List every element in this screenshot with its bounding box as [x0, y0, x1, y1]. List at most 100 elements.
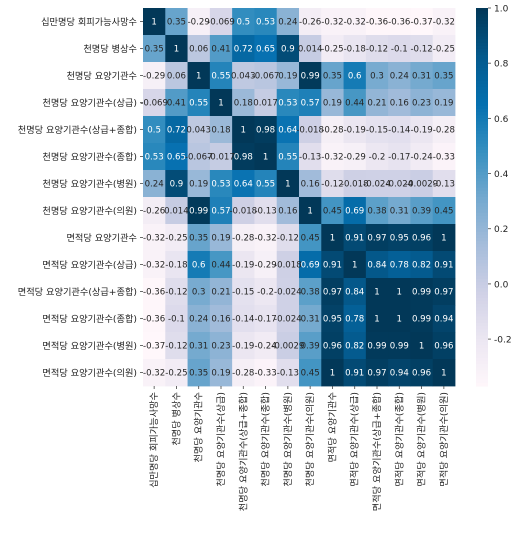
colorbar-segment — [476, 237, 488, 242]
colorbar-segment — [476, 93, 488, 97]
colorbar-segment — [476, 297, 488, 302]
heatmap-cell — [365, 224, 389, 252]
colorbar-tick-label: 0.6 — [494, 115, 509, 125]
colorbar-segment — [476, 282, 488, 286]
heatmap-cell-label: 0.99 — [412, 288, 431, 298]
heatmap-cell — [143, 143, 166, 171]
heatmap-cell-label: -0.19 — [232, 342, 254, 352]
x-tick-label: 천명당 요양기관수(상급) — [216, 392, 227, 487]
heatmap-cell — [410, 278, 434, 306]
heatmap-cell — [343, 332, 367, 360]
x-tick-label: 면적당 요양기관수(상급) — [349, 392, 361, 487]
heatmap-cell-label: 1 — [307, 207, 312, 217]
heatmap-cell — [388, 224, 411, 252]
heatmap-cell-label: 0.99 — [390, 342, 409, 352]
heatmap-cell — [232, 359, 255, 387]
colorbar-segment — [476, 357, 488, 362]
heatmap-cell — [143, 359, 166, 387]
colorbar-segment — [476, 288, 488, 292]
colorbar-segment — [476, 26, 488, 31]
y-tick-label: 천명당 병상수 — [83, 44, 137, 55]
colorbar-segment — [476, 146, 488, 151]
heatmap-cell — [410, 143, 434, 171]
heatmap-cell-label: 0.24 — [278, 18, 297, 28]
heatmap-cell — [321, 305, 344, 333]
colorbar-segment — [476, 61, 488, 66]
heatmap-cell — [143, 251, 166, 279]
heatmap-cell — [321, 116, 344, 144]
colorbar-segment — [476, 45, 488, 50]
heatmap-cell-label: -0.32 — [143, 369, 165, 379]
heatmap-cell — [209, 359, 233, 387]
heatmap-cell-label: -0.28 — [232, 369, 254, 379]
colorbar-tick-label: 0.2 — [494, 225, 508, 235]
heatmap-cell-label: -0.32 — [254, 234, 276, 244]
heatmap-cell-label: 1 — [241, 126, 246, 136]
colorbar-segment — [476, 39, 488, 44]
colorbar-segment — [476, 14, 488, 18]
heatmap-cell-label: -0.36 — [366, 18, 388, 28]
heatmap-cell — [276, 305, 300, 333]
heatmap-cell-label: 0.78 — [345, 315, 364, 325]
colorbar-segment — [476, 244, 488, 248]
heatmap-cell-label: 0.31 — [390, 207, 409, 217]
heatmap-cell — [343, 251, 367, 279]
colorbar-segment — [476, 341, 488, 346]
heatmap-cell-label: -0.024 — [274, 315, 302, 325]
colorbar-segment — [476, 241, 488, 245]
heatmap-cell-label: -0.069 — [207, 18, 235, 28]
heatmap-cell-label: 0.6 — [348, 72, 362, 82]
heatmap-cell-label: 0.16 — [211, 315, 230, 325]
heatmap-cell-label: 0.45 — [434, 207, 453, 217]
heatmap-cell-label: 0.16 — [301, 180, 320, 190]
heatmap-cell-label: 0.24 — [390, 72, 409, 82]
heatmap-cell-label: -0.14 — [388, 126, 410, 136]
y-tick-label: 면적당 요양기관수 — [66, 232, 137, 244]
heatmap-cell — [276, 170, 300, 198]
heatmap-cell — [343, 197, 367, 225]
colorbar-segment — [476, 351, 488, 355]
heatmap-cell — [209, 116, 233, 144]
heatmap-cell-label: 0.35 — [145, 45, 164, 55]
colorbar-segment — [476, 17, 488, 22]
colorbar-segment — [476, 36, 488, 40]
colorbar-tick-label: 0.8 — [494, 60, 509, 70]
colorbar-segment — [476, 197, 488, 201]
heatmap-cell-label: 0.043 — [186, 126, 211, 136]
heatmap-cell — [432, 305, 456, 333]
colorbar-segment — [476, 111, 488, 116]
heatmap-cell — [388, 305, 411, 333]
heatmap-cell — [365, 116, 389, 144]
colorbar-segment — [476, 171, 488, 176]
heatmap-cell-label: -0.32 — [433, 18, 455, 28]
heatmap-cell-label: 0.69 — [301, 261, 320, 271]
heatmap-cell — [187, 8, 211, 36]
colorbar-tick-label: 0.4 — [494, 170, 509, 180]
heatmap-cell — [187, 332, 211, 360]
heatmap-cell — [410, 251, 434, 279]
heatmap-cell — [232, 278, 255, 306]
heatmap-cell-label: 1 — [196, 72, 201, 82]
heatmap-cell-label: 0.96 — [412, 369, 431, 379]
colorbar-segment — [476, 219, 488, 223]
heatmap-cell-label: 1 — [218, 99, 223, 109]
colorbar-segment — [476, 266, 488, 270]
heatmap-cell-label: -0.28 — [321, 126, 343, 136]
heatmap-cell-label: 0.3 — [370, 72, 384, 82]
colorbar-segment — [476, 285, 488, 289]
heatmap-cell — [209, 197, 233, 225]
heatmap-cell-label: 0.64 — [234, 180, 253, 190]
colorbar-segment — [476, 215, 488, 220]
heatmap-cell-label: -0.12 — [165, 288, 187, 298]
heatmap-cell-label: 0.23 — [211, 342, 230, 352]
heatmap-cell — [165, 143, 188, 171]
heatmap-cell — [143, 8, 166, 36]
heatmap-cell — [365, 278, 389, 306]
colorbar-segment — [476, 58, 488, 63]
heatmap-cell-label: 0.19 — [211, 234, 230, 244]
heatmap-cell-label: 0.64 — [278, 126, 297, 136]
x-tick-label: 천명당 요양기관수(종합) — [261, 392, 272, 487]
x-tick-label: 십만명당 회피가능사망수 — [149, 392, 160, 488]
heatmap-cell — [388, 89, 411, 117]
heatmap-cell — [432, 89, 456, 117]
